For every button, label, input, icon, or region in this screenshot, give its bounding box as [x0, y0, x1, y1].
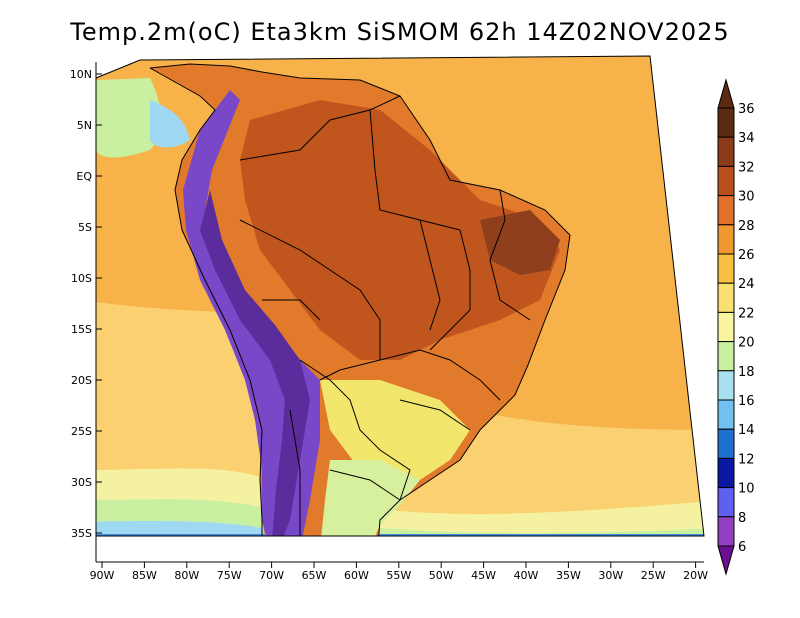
colorbar-swatch: [717, 428, 735, 459]
map-title: Temp.2m(oC) Eta3km SiSMOM 62h 14Z02NOV20…: [70, 18, 730, 46]
lon-tick-label: 55W: [386, 569, 411, 582]
ocean-cool-zone: [96, 468, 704, 536]
colorbar-label: 10: [738, 482, 755, 497]
lon-tick-label: 90W: [90, 569, 115, 582]
south-mild-region: [320, 380, 470, 500]
lon-tick-label: 75W: [217, 569, 242, 582]
lat-tick-label: 10N: [70, 68, 92, 81]
colorbar-label: 6: [738, 540, 746, 555]
lon-tick-label: 25W: [641, 569, 666, 582]
ocean-colder-zone: [96, 520, 704, 536]
lat-tick-label: 5N: [77, 119, 92, 132]
lat-tick-label: 5S: [78, 221, 92, 234]
colorbar-swatch: [717, 282, 735, 313]
colorbar-swatch: [717, 311, 735, 343]
colorbar-label: 26: [738, 248, 755, 263]
colorbar-label: 32: [738, 160, 755, 175]
colorbar-label: 22: [738, 306, 755, 321]
colorbar-label: 30: [738, 190, 755, 205]
colorbar-swatch: [717, 195, 735, 226]
lon-tick-label: 35W: [556, 569, 581, 582]
lon-tick-label: 45W: [471, 569, 496, 582]
colorbar-swatch: [717, 370, 735, 401]
lon-tick-label: 80W: [174, 569, 199, 582]
lon-tick-label: 65W: [302, 569, 327, 582]
colorbar-label: 8: [738, 511, 746, 526]
colorbar-label: 34: [738, 131, 755, 146]
colorbar-swatch: [717, 107, 735, 138]
lon-tick-label: 85W: [132, 569, 157, 582]
colorbar-swatch: [717, 224, 735, 255]
lon-tick-label: 50W: [429, 569, 454, 582]
land-extreme-region: [480, 210, 560, 275]
colorbar-swatch: [717, 253, 735, 284]
colorbar-bottom-cap: [717, 545, 735, 576]
colorbar-top-cap: [717, 78, 735, 109]
colorbar-swatch: [717, 457, 735, 489]
colorbar-label: 14: [738, 423, 755, 438]
lat-tick-label: 20S: [71, 374, 92, 387]
colorbar-label: 12: [738, 452, 755, 467]
colorbar-label: 24: [738, 277, 755, 292]
colorbar-label: 20: [738, 336, 755, 351]
lon-tick-label: 40W: [514, 569, 539, 582]
country-borders: [149, 63, 571, 536]
colorbar-swatch: [717, 487, 735, 518]
lon-tick-label: 60W: [344, 569, 369, 582]
lat-tick-label: EQ: [76, 170, 92, 183]
colorbar-label: 28: [738, 219, 755, 234]
colorbar-label: 18: [738, 365, 755, 380]
lon-tick-label: 30W: [598, 569, 623, 582]
colorbar-label: 16: [738, 394, 755, 409]
colorbar-swatch: [717, 399, 735, 430]
lat-tick-label: 30S: [71, 476, 92, 489]
colorbar-label: 36: [738, 102, 755, 117]
lon-tick-label: 70W: [259, 569, 284, 582]
colorbar: 36 34 32 30 28 26 24 22 20 18 16 14 12 10 8 6: [717, 78, 755, 576]
lat-tick-label: 10S: [71, 272, 92, 285]
land-very-hot-region: [240, 100, 560, 360]
ocean-cold-zone: [96, 499, 704, 536]
andes-colder-core: [200, 190, 310, 536]
pacific-cool-patch: [96, 78, 162, 158]
map-field: [96, 56, 704, 536]
colorbar-swatch: [717, 136, 735, 167]
longitude-ticks: 90W 85W 80W 75W 70W 65W 60W 55W 50W 45W 40W 35W 30W 2…: [90, 562, 708, 582]
lat-tick-label: 35S: [71, 527, 92, 540]
ocean-coldest-zone: [96, 534, 704, 536]
lat-tick-label: 15S: [71, 323, 92, 336]
lat-tick-label: 25S: [71, 425, 92, 438]
colorbar-swatch: [717, 165, 735, 197]
south-cool-region: [320, 460, 420, 536]
colorbar-swatch: [717, 341, 735, 372]
colorbar-swatch: [717, 516, 735, 547]
lon-tick-label: 20W: [683, 569, 708, 582]
pacific-cold-patch: [150, 100, 190, 148]
latitude-ticks: 10N 5N EQ 5S 10S 15S 20S 25S 30S 35S: [70, 68, 102, 540]
